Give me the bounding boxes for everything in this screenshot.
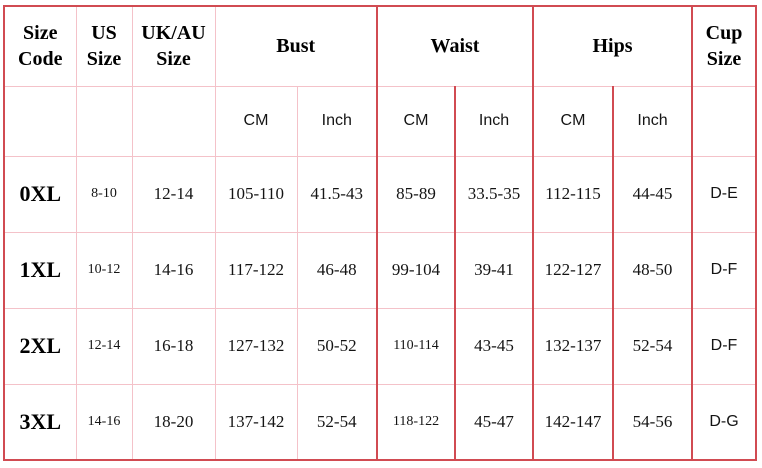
cell-bust-cm: 127-132 (215, 308, 298, 385)
unit-hips-cm: CM (533, 86, 614, 157)
cell-uk-au-size: 18-20 (132, 384, 216, 460)
cell-size-code: 1XL (4, 232, 77, 309)
cell-hips-cm: 122-127 (533, 232, 614, 309)
table-row-1xl: 1XL 10-12 14-16 117-122 46-48 99-104 39-… (4, 232, 756, 309)
cell-uk-au-size: 12-14 (132, 156, 216, 233)
cell-hips-inch: 54-56 (613, 384, 693, 460)
size-chart-table: Size Code US Size UK/AU Size Bust Waist … (3, 5, 757, 461)
cell-waist-cm: 118-122 (377, 384, 456, 460)
unit-bust-cm: CM (215, 86, 298, 157)
empty-cell (692, 86, 756, 157)
empty-cell (4, 86, 77, 157)
cell-us-size: 8-10 (76, 156, 133, 233)
cell-cup-size: D-E (692, 156, 756, 233)
cell-bust-inch: 50-52 (297, 308, 378, 385)
cell-bust-cm: 137-142 (215, 384, 298, 460)
cell-us-size: 14-16 (76, 384, 133, 460)
cell-hips-inch: 48-50 (613, 232, 693, 309)
cell-hips-cm: 132-137 (533, 308, 614, 385)
cell-bust-inch: 46-48 (297, 232, 378, 309)
cell-uk-au-size: 14-16 (132, 232, 216, 309)
header-hips: Hips (533, 6, 693, 87)
cell-cup-size: D-F (692, 232, 756, 309)
cell-waist-inch: 33.5-35 (455, 156, 534, 233)
table-row-2xl: 2XL 12-14 16-18 127-132 50-52 110-114 43… (4, 308, 756, 385)
header-bust: Bust (215, 6, 378, 87)
cell-bust-inch: 41.5-43 (297, 156, 378, 233)
unit-bust-inch: Inch (297, 86, 378, 157)
cell-uk-au-size: 16-18 (132, 308, 216, 385)
cell-waist-inch: 39-41 (455, 232, 534, 309)
header-uk-au-size: UK/AU Size (132, 6, 216, 87)
header-us-size: US Size (76, 6, 133, 87)
unit-hips-inch: Inch (613, 86, 693, 157)
cell-size-code: 3XL (4, 384, 77, 460)
header-size-code: Size Code (4, 6, 77, 87)
cell-waist-cm: 99-104 (377, 232, 456, 309)
header-cup-size: Cup Size (692, 6, 756, 87)
unit-waist-cm: CM (377, 86, 456, 157)
table-row-3xl: 3XL 14-16 18-20 137-142 52-54 118-122 45… (4, 384, 756, 460)
cell-size-code: 0XL (4, 156, 77, 233)
cell-waist-inch: 45-47 (455, 384, 534, 460)
header-row: Size Code US Size UK/AU Size Bust Waist … (4, 6, 756, 87)
size-chart: Size Code US Size UK/AU Size Bust Waist … (3, 5, 757, 461)
unit-waist-inch: Inch (455, 86, 534, 157)
cell-bust-inch: 52-54 (297, 384, 378, 460)
cell-hips-cm: 112-115 (533, 156, 614, 233)
units-row: CM Inch CM Inch CM Inch (4, 86, 756, 157)
cell-waist-inch: 43-45 (455, 308, 534, 385)
cell-cup-size: D-F (692, 308, 756, 385)
cell-size-code: 2XL (4, 308, 77, 385)
cell-us-size: 10-12 (76, 232, 133, 309)
cell-hips-inch: 44-45 (613, 156, 693, 233)
empty-cell (76, 86, 133, 157)
cell-us-size: 12-14 (76, 308, 133, 385)
cell-waist-cm: 85-89 (377, 156, 456, 233)
cell-bust-cm: 117-122 (215, 232, 298, 309)
cell-hips-inch: 52-54 (613, 308, 693, 385)
cell-hips-cm: 142-147 (533, 384, 614, 460)
cell-bust-cm: 105-110 (215, 156, 298, 233)
empty-cell (132, 86, 216, 157)
header-waist: Waist (377, 6, 534, 87)
cell-cup-size: D-G (709, 412, 739, 430)
table-row-0xl: 0XL 8-10 12-14 105-110 41.5-43 85-89 33.… (4, 156, 756, 233)
cell-waist-cm: 110-114 (377, 308, 456, 385)
